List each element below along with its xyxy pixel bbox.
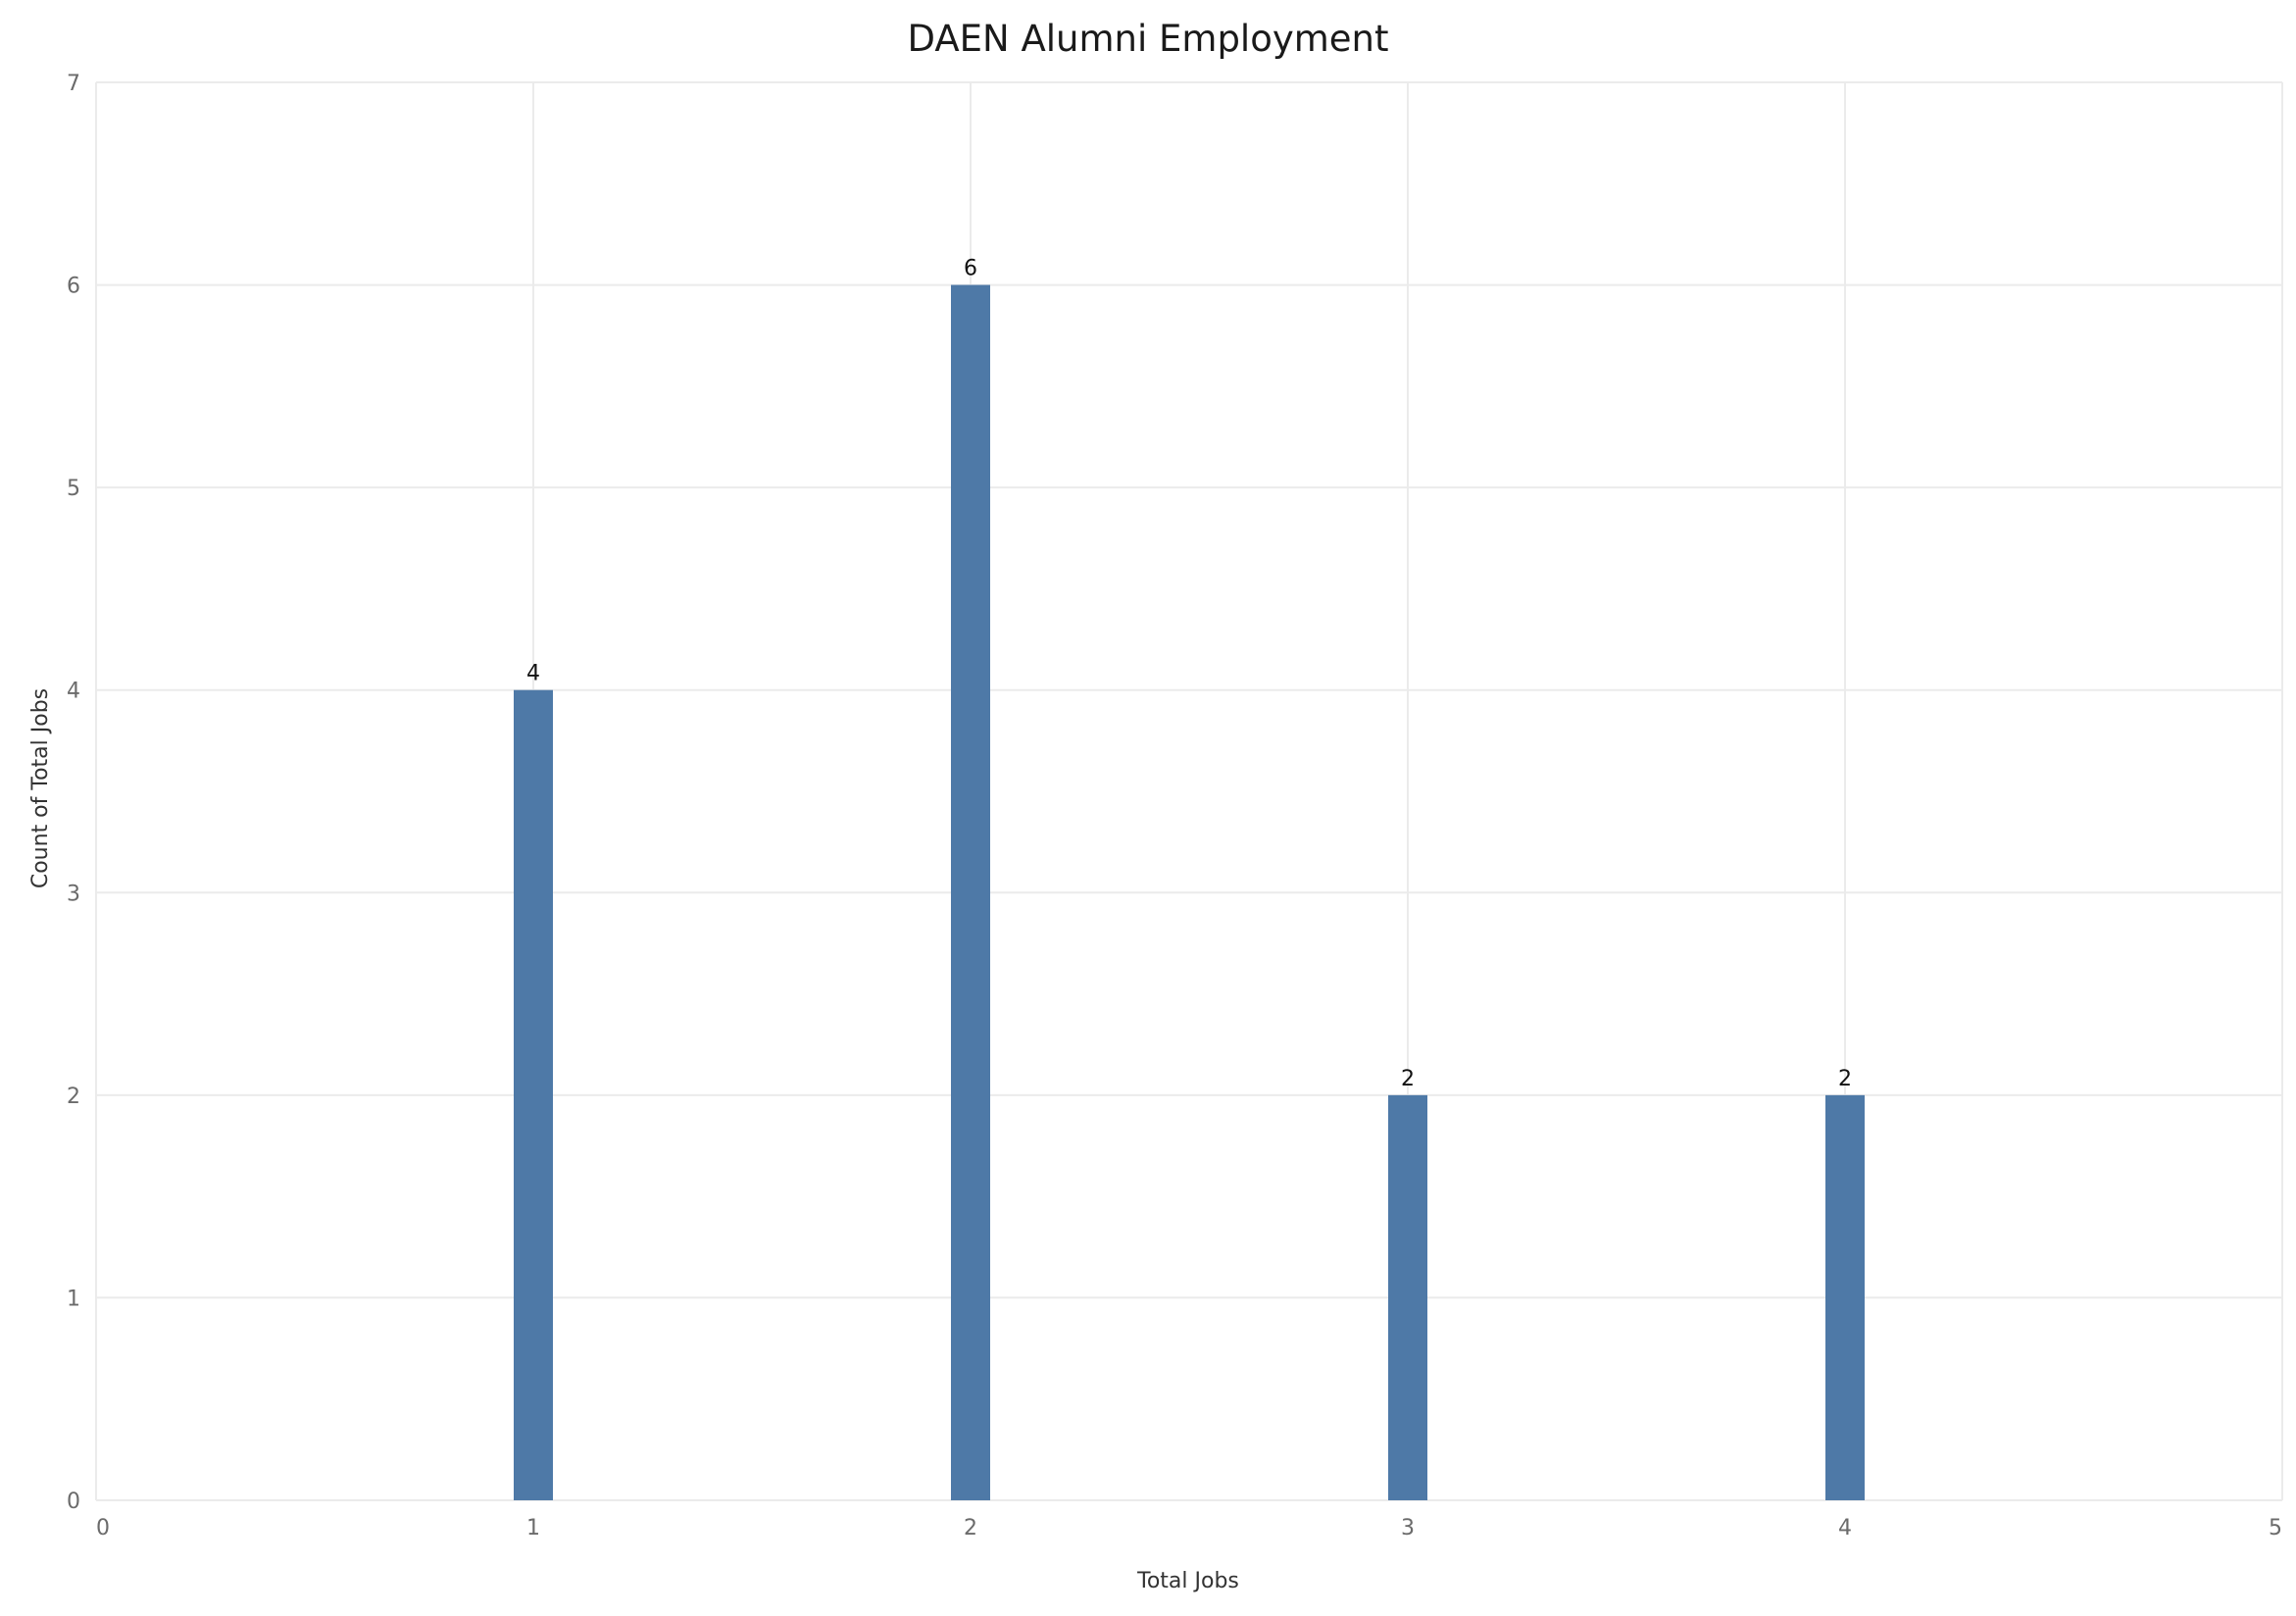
y-axis-label: Count of Total Jobs <box>28 688 53 888</box>
x-tick-label: 2 <box>964 1516 977 1540</box>
bar-data-label: 2 <box>1838 1067 1852 1091</box>
y-tick-label: 2 <box>67 1085 80 1109</box>
data-labels: 4 6 2 2 <box>526 257 1852 1091</box>
y-axis-ticks: 0 1 2 3 4 5 6 7 <box>67 72 80 1514</box>
x-tick-label: 0 <box>96 1516 110 1540</box>
chart-title: DAEN Alumni Employment <box>907 18 1388 60</box>
y-tick-label: 5 <box>67 477 80 501</box>
x-tick-label: 1 <box>526 1516 540 1540</box>
x-tick-label: 3 <box>1401 1516 1415 1540</box>
bar <box>951 284 990 1501</box>
bar <box>1388 1094 1427 1500</box>
bars <box>514 284 1865 1501</box>
x-axis-label: Total Jobs <box>1136 1569 1239 1593</box>
x-tick-label: 4 <box>1838 1516 1852 1540</box>
y-tick-label: 3 <box>67 882 80 906</box>
y-tick-label: 4 <box>67 680 80 704</box>
bar-data-label: 2 <box>1401 1067 1415 1091</box>
bar-data-label: 6 <box>964 257 977 281</box>
gridlines <box>95 81 2283 1501</box>
y-tick-label: 0 <box>67 1490 80 1514</box>
y-tick-label: 6 <box>67 275 80 299</box>
y-tick-label: 7 <box>67 72 80 96</box>
y-tick-label: 1 <box>67 1287 80 1311</box>
x-axis-ticks: 0 1 2 3 4 5 <box>96 1516 2282 1540</box>
bar-data-label: 4 <box>526 662 540 686</box>
bar <box>514 689 553 1500</box>
x-tick-label: 5 <box>2269 1516 2282 1540</box>
bar <box>1825 1094 1865 1500</box>
